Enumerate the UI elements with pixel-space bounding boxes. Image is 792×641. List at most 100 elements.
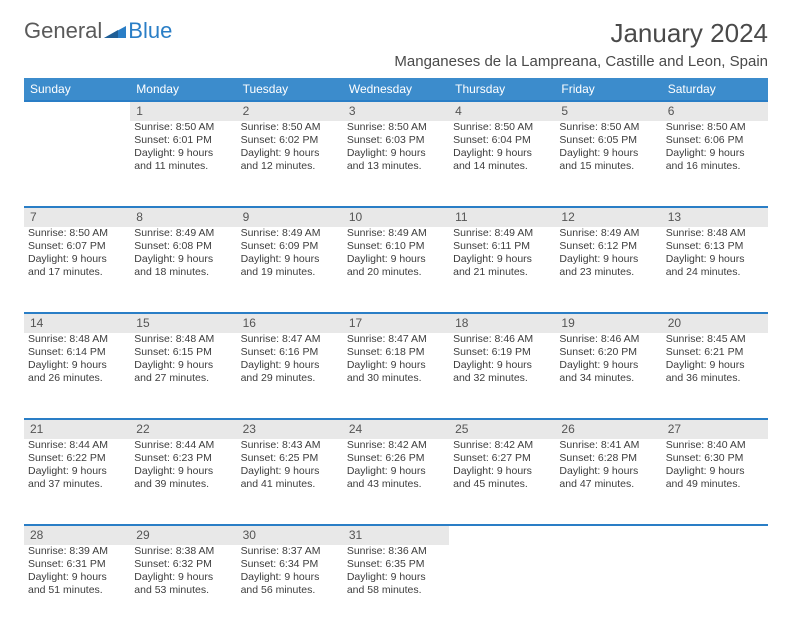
sunrise-text: Sunrise: 8:40 AM (666, 439, 764, 452)
day-number: 6 (662, 101, 768, 121)
sunrise-text: Sunrise: 8:43 AM (241, 439, 339, 452)
sunset-text: Sunset: 6:27 PM (453, 452, 551, 465)
sunrise-text: Sunrise: 8:50 AM (347, 121, 445, 134)
daylight-text: and 17 minutes. (28, 266, 126, 279)
day-cell: Sunrise: 8:49 AMSunset: 6:09 PMDaylight:… (237, 227, 343, 313)
daylight-text: Daylight: 9 hours (559, 147, 657, 160)
daylight-text: Daylight: 9 hours (134, 359, 232, 372)
weekday-header: Sunday (24, 78, 130, 101)
sunset-text: Sunset: 6:03 PM (347, 134, 445, 147)
daylight-text: Daylight: 9 hours (28, 465, 126, 478)
daylight-text: and 18 minutes. (134, 266, 232, 279)
sunset-text: Sunset: 6:15 PM (134, 346, 232, 359)
day-number: 17 (343, 313, 449, 333)
day-cell (555, 545, 661, 631)
day-number (24, 101, 130, 121)
day-content-row: Sunrise: 8:50 AMSunset: 6:01 PMDaylight:… (24, 121, 768, 207)
sunset-text: Sunset: 6:06 PM (666, 134, 764, 147)
daylight-text: and 24 minutes. (666, 266, 764, 279)
weekday-header: Monday (130, 78, 236, 101)
sunset-text: Sunset: 6:20 PM (559, 346, 657, 359)
sunrise-text: Sunrise: 8:37 AM (241, 545, 339, 558)
sunset-text: Sunset: 6:30 PM (666, 452, 764, 465)
day-cell: Sunrise: 8:42 AMSunset: 6:26 PMDaylight:… (343, 439, 449, 525)
sunset-text: Sunset: 6:16 PM (241, 346, 339, 359)
daynum-row: 123456 (24, 101, 768, 121)
daylight-text: Daylight: 9 hours (241, 465, 339, 478)
daylight-text: Daylight: 9 hours (241, 147, 339, 160)
day-number: 19 (555, 313, 661, 333)
sunrise-text: Sunrise: 8:49 AM (241, 227, 339, 240)
day-cell: Sunrise: 8:47 AMSunset: 6:18 PMDaylight:… (343, 333, 449, 419)
brand-logo: General Blue (24, 18, 172, 44)
day-cell: Sunrise: 8:50 AMSunset: 6:01 PMDaylight:… (130, 121, 236, 207)
day-number: 23 (237, 419, 343, 439)
daylight-text: Daylight: 9 hours (666, 147, 764, 160)
daylight-text: and 58 minutes. (347, 584, 445, 597)
day-content-row: Sunrise: 8:44 AMSunset: 6:22 PMDaylight:… (24, 439, 768, 525)
daylight-text: and 37 minutes. (28, 478, 126, 491)
day-cell: Sunrise: 8:45 AMSunset: 6:21 PMDaylight:… (662, 333, 768, 419)
daylight-text: Daylight: 9 hours (134, 465, 232, 478)
day-cell: Sunrise: 8:47 AMSunset: 6:16 PMDaylight:… (237, 333, 343, 419)
daylight-text: and 26 minutes. (28, 372, 126, 385)
daynum-row: 21222324252627 (24, 419, 768, 439)
weekday-header: Saturday (662, 78, 768, 101)
day-number: 31 (343, 525, 449, 545)
day-number (662, 525, 768, 545)
day-number: 21 (24, 419, 130, 439)
day-number: 5 (555, 101, 661, 121)
day-cell: Sunrise: 8:48 AMSunset: 6:15 PMDaylight:… (130, 333, 236, 419)
sunrise-text: Sunrise: 8:50 AM (28, 227, 126, 240)
daylight-text: Daylight: 9 hours (28, 253, 126, 266)
day-number: 25 (449, 419, 555, 439)
daylight-text: and 47 minutes. (559, 478, 657, 491)
brand-part2: Blue (128, 18, 172, 44)
calendar-page: General Blue January 2024 Manganeses de … (0, 0, 792, 641)
day-cell: Sunrise: 8:46 AMSunset: 6:19 PMDaylight:… (449, 333, 555, 419)
day-number: 16 (237, 313, 343, 333)
daylight-text: and 14 minutes. (453, 160, 551, 173)
sunrise-text: Sunrise: 8:38 AM (134, 545, 232, 558)
daylight-text: and 39 minutes. (134, 478, 232, 491)
day-cell (24, 121, 130, 207)
title-block: January 2024 Manganeses de la Lampreana,… (394, 18, 768, 70)
daylight-text: Daylight: 9 hours (28, 359, 126, 372)
sunset-text: Sunset: 6:32 PM (134, 558, 232, 571)
location-text: Manganeses de la Lampreana, Castille and… (394, 53, 768, 70)
sunrise-text: Sunrise: 8:39 AM (28, 545, 126, 558)
daylight-text: and 43 minutes. (347, 478, 445, 491)
daylight-text: and 34 minutes. (559, 372, 657, 385)
brand-triangle-icon (104, 24, 126, 38)
day-cell: Sunrise: 8:43 AMSunset: 6:25 PMDaylight:… (237, 439, 343, 525)
page-header: General Blue January 2024 Manganeses de … (24, 18, 768, 70)
day-content-row: Sunrise: 8:50 AMSunset: 6:07 PMDaylight:… (24, 227, 768, 313)
weekday-header: Wednesday (343, 78, 449, 101)
sunset-text: Sunset: 6:12 PM (559, 240, 657, 253)
weekday-header: Friday (555, 78, 661, 101)
day-number: 22 (130, 419, 236, 439)
daylight-text: and 11 minutes. (134, 160, 232, 173)
sunrise-text: Sunrise: 8:49 AM (347, 227, 445, 240)
calendar-table: Sunday Monday Tuesday Wednesday Thursday… (24, 78, 768, 631)
daylight-text: Daylight: 9 hours (453, 359, 551, 372)
sunrise-text: Sunrise: 8:36 AM (347, 545, 445, 558)
sunset-text: Sunset: 6:19 PM (453, 346, 551, 359)
day-cell: Sunrise: 8:50 AMSunset: 6:02 PMDaylight:… (237, 121, 343, 207)
daylight-text: Daylight: 9 hours (666, 359, 764, 372)
day-cell: Sunrise: 8:44 AMSunset: 6:23 PMDaylight:… (130, 439, 236, 525)
daylight-text: Daylight: 9 hours (453, 147, 551, 160)
daylight-text: Daylight: 9 hours (347, 359, 445, 372)
day-number (555, 525, 661, 545)
day-cell: Sunrise: 8:49 AMSunset: 6:10 PMDaylight:… (343, 227, 449, 313)
daylight-text: Daylight: 9 hours (241, 359, 339, 372)
daylight-text: Daylight: 9 hours (347, 465, 445, 478)
day-cell: Sunrise: 8:49 AMSunset: 6:11 PMDaylight:… (449, 227, 555, 313)
sunrise-text: Sunrise: 8:50 AM (134, 121, 232, 134)
sunset-text: Sunset: 6:05 PM (559, 134, 657, 147)
sunset-text: Sunset: 6:26 PM (347, 452, 445, 465)
sunset-text: Sunset: 6:09 PM (241, 240, 339, 253)
daylight-text: Daylight: 9 hours (559, 253, 657, 266)
day-cell (449, 545, 555, 631)
sunset-text: Sunset: 6:11 PM (453, 240, 551, 253)
